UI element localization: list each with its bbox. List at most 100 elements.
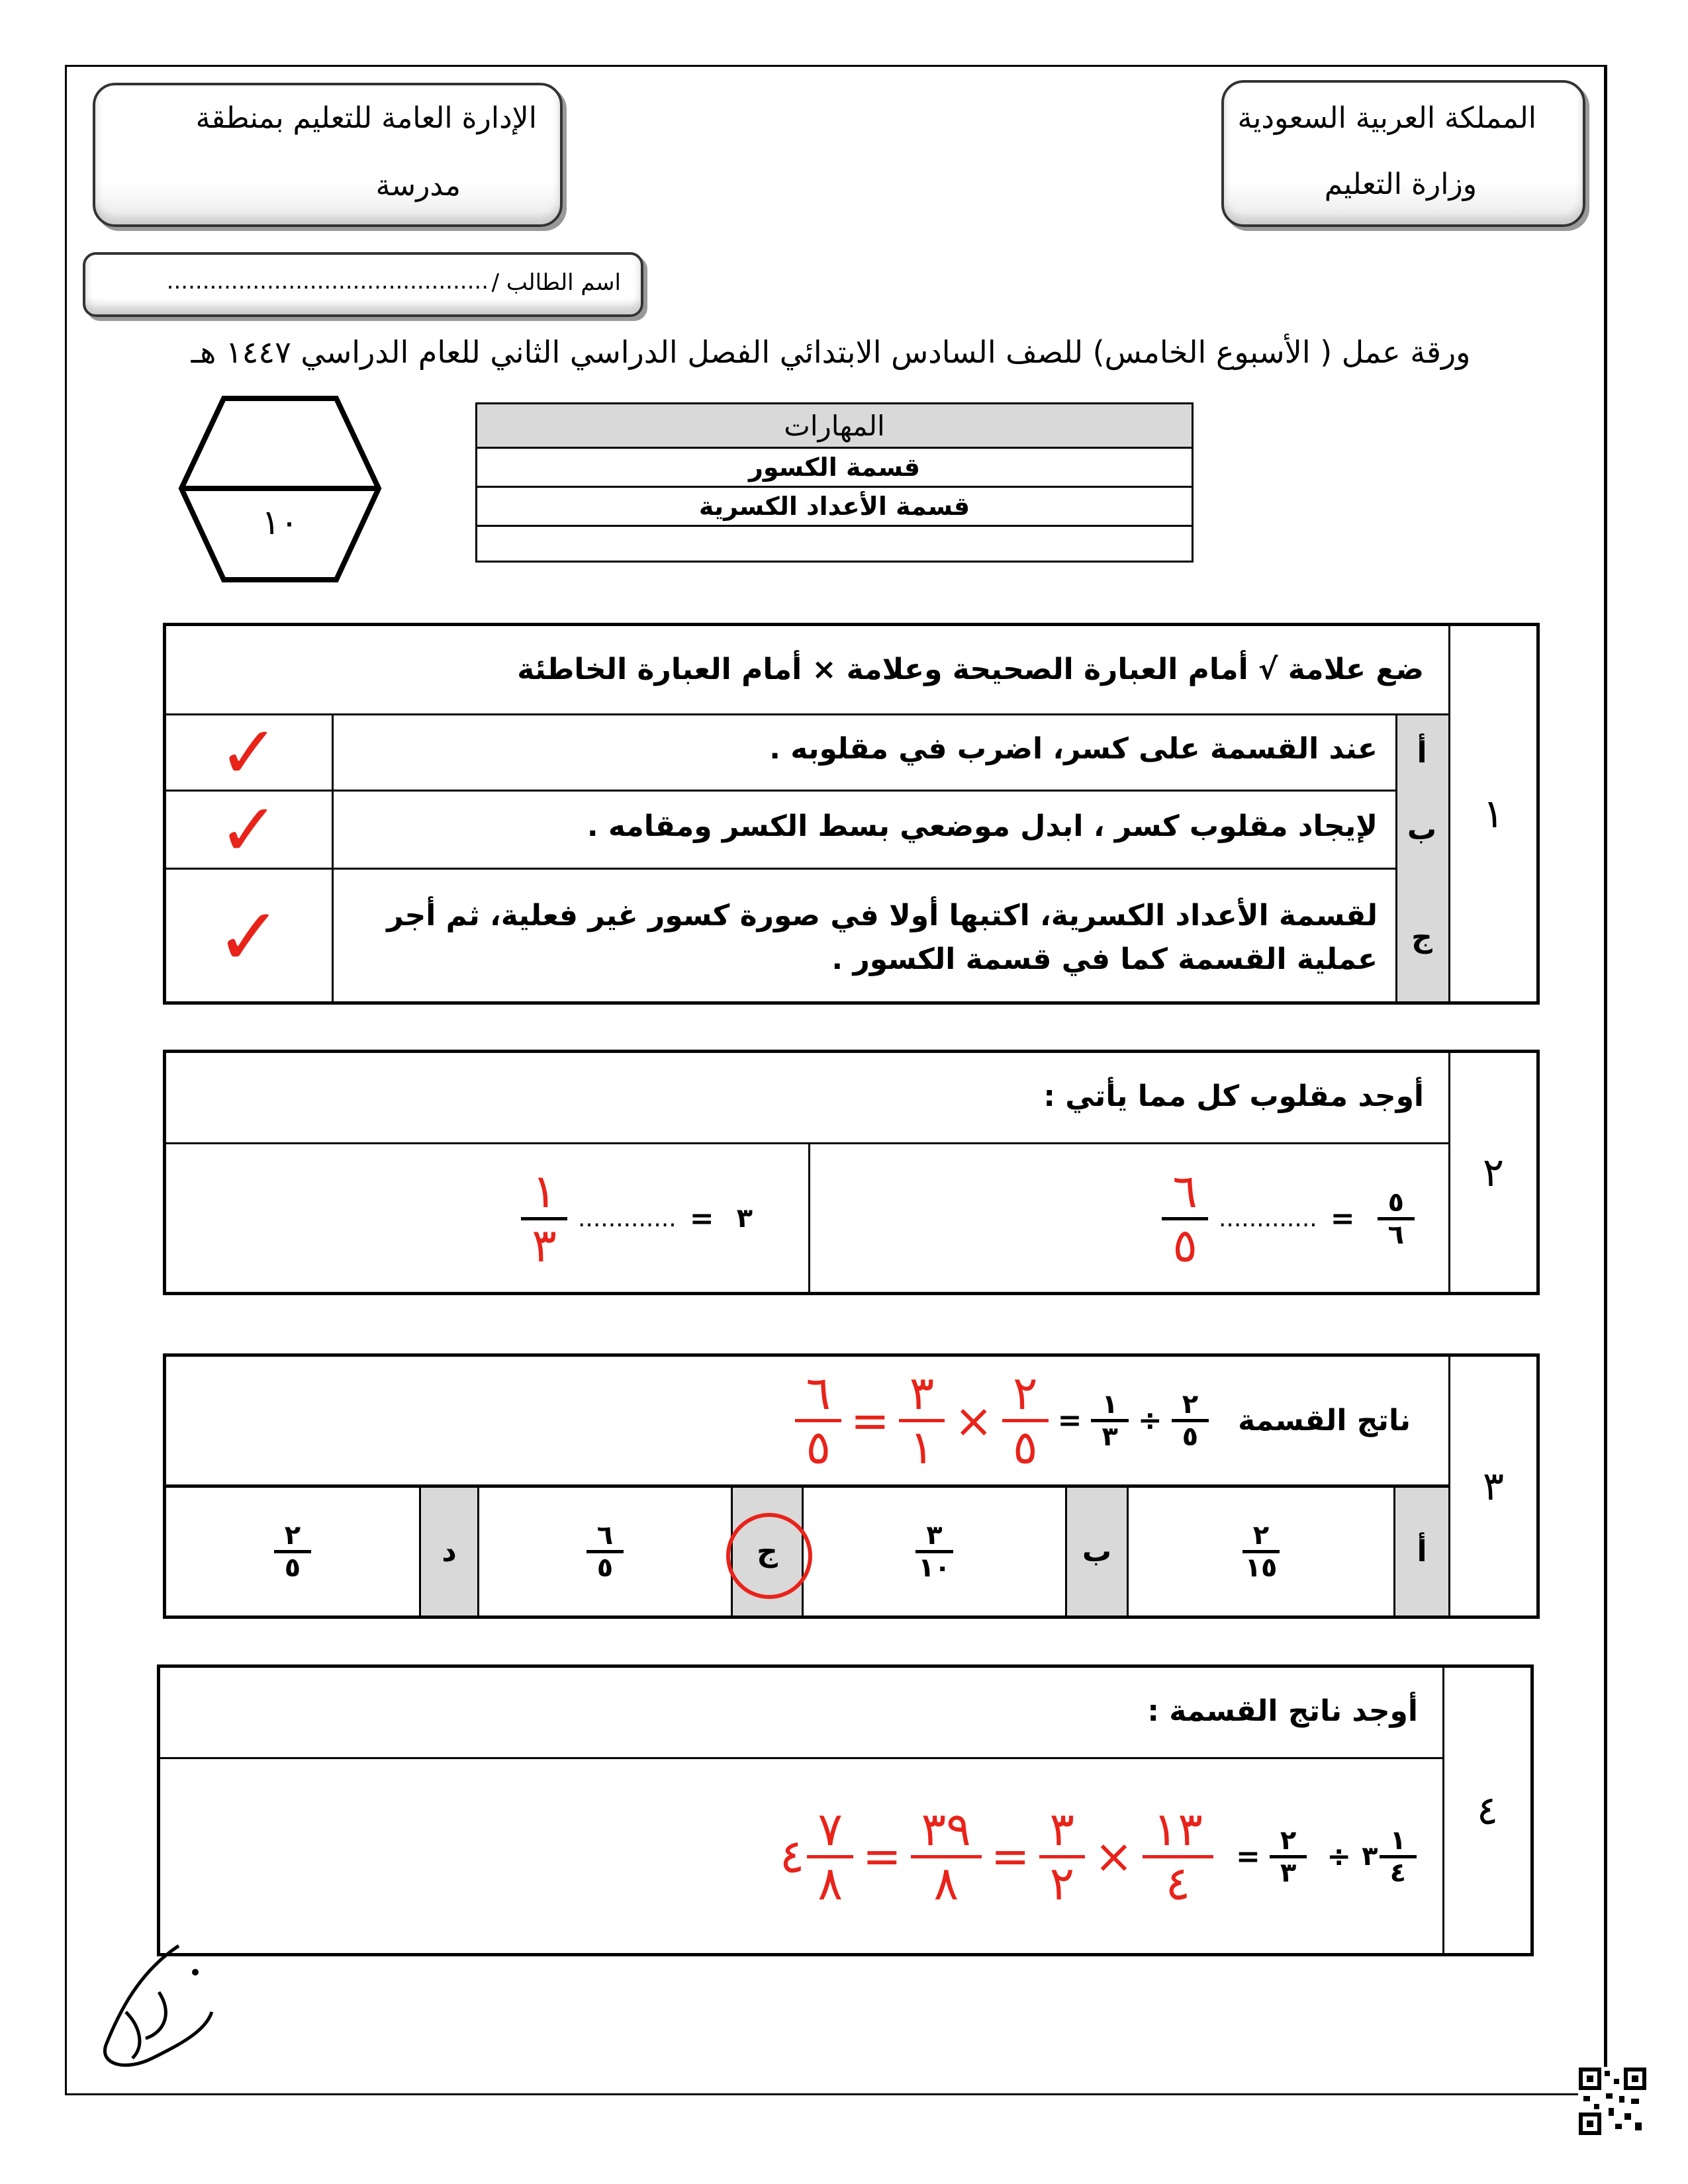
question-instruction: أوجد ناتج القسمة : — [1147, 1694, 1418, 1728]
text-span — [1624, 2113, 1631, 2120]
administration-text: الإدارة العامة للتعليم بمنطقة — [195, 101, 537, 135]
item-letter: ج — [1411, 920, 1432, 954]
text-span — [103, 1944, 214, 2067]
question-number: ٣ — [1482, 1463, 1505, 1510]
option-letter[interactable]: ب — [1065, 1488, 1129, 1615]
text-span: × — [954, 1393, 993, 1448]
student-name-box[interactable]: اسم الطالب / ...........................… — [83, 252, 643, 317]
numerator: ١ — [1379, 1826, 1417, 1858]
item-letter: ب — [1407, 813, 1437, 846]
question-instruction: أوجد مقلوب كل مما يأتي : — [1043, 1079, 1424, 1113]
worksheet-title: ورقة عمل ( الأسبوع الخامس) للصف السادس ا… — [191, 334, 1471, 370]
table-divider — [808, 1142, 810, 1292]
denominator: ١٠ — [918, 1553, 951, 1583]
administration-box: الإدارة العامة للتعليم بمنطقة مدرسة — [93, 83, 563, 227]
numerator: ١ — [521, 1165, 567, 1220]
table-divider — [332, 713, 334, 1001]
option-letter[interactable]: د — [419, 1488, 479, 1615]
student-name-field[interactable]: ........................................… — [166, 268, 489, 295]
text-span — [1614, 2079, 1619, 2084]
text-span — [1635, 2122, 1642, 2130]
question-number: ٢ — [1482, 1149, 1505, 1196]
option-letter[interactable]: ج — [726, 1488, 812, 1615]
question-1: ١ ضع علامة √ أمام العبارة الصحيحة وعلامة… — [163, 623, 1540, 1005]
table-divider — [160, 1757, 1444, 1759]
numerator: ٢ — [1002, 1368, 1049, 1422]
numerator: ١٣ — [1142, 1803, 1213, 1858]
skill-row: قسمة الكسور — [477, 449, 1192, 488]
table-divider — [1442, 1668, 1444, 1953]
numerator: ٢ — [273, 1521, 312, 1553]
score-value: ١٠ — [261, 503, 299, 543]
answer-dots: ............. — [577, 1205, 677, 1232]
text-span — [1395, 715, 1448, 1001]
ministry-text: وزارة التعليم — [1324, 167, 1477, 201]
school-text: مدرسة — [375, 169, 461, 203]
denominator: ٥ — [1182, 1422, 1199, 1452]
statement-text: عند القسمة على كسر، اضرب في مقلوبه . — [769, 732, 1378, 766]
statement-text: لقسمة الأعداد الكسرية، اكتبها أولا في صو… — [387, 899, 1378, 976]
denominator: ٥ — [1172, 1218, 1197, 1273]
denominator: ٥ — [596, 1553, 614, 1583]
equals-sign: = — [689, 1201, 714, 1236]
denominator: ٥ — [806, 1420, 831, 1475]
option-b[interactable]: ٣ ١٠ — [804, 1488, 1065, 1615]
numerator: ٢ — [1171, 1390, 1209, 1422]
student-name-label: اسم الطالب / — [491, 269, 621, 296]
kingdom-text: المملكة العربية السعودية — [1237, 101, 1536, 135]
skill-row — [477, 527, 1192, 563]
denominator: ٢ — [1049, 1856, 1075, 1911]
score-hexagon — [178, 396, 382, 582]
denominator: ٣ — [532, 1218, 557, 1273]
denominator: ٣ — [1102, 1422, 1118, 1452]
table-divider — [1448, 626, 1450, 1001]
item-letter: أ — [1417, 735, 1427, 770]
equals-sign: = — [1057, 1404, 1082, 1437]
option-letter[interactable]: أ — [1393, 1488, 1448, 1615]
text-span — [1631, 2099, 1639, 2104]
numerator: ١ — [1091, 1390, 1129, 1422]
option-a[interactable]: ٢ ١٥ — [1129, 1488, 1393, 1615]
ministry-box: المملكة العربية السعودية وزارة التعليم — [1221, 80, 1585, 227]
signature-logo — [103, 1944, 214, 2067]
divide-sign: ÷ — [1327, 1839, 1352, 1874]
qr-code — [1578, 2067, 1647, 2136]
fraction: ١٣ ٤ — [1142, 1803, 1213, 1909]
text-span — [1579, 2068, 1601, 2090]
denominator: ٦ — [1387, 1219, 1404, 1250]
table-divider — [166, 790, 1450, 792]
text-span — [1583, 2096, 1590, 2101]
numerator: ٣ — [898, 1368, 945, 1422]
denominator: ٣ — [1280, 1857, 1297, 1888]
check-mark-answer: ✓ — [218, 787, 280, 872]
question-number: ٤ — [1476, 1787, 1499, 1834]
check-mark-answer: ✓ — [218, 710, 280, 795]
text-span: = — [990, 1829, 1030, 1884]
fraction: ٣٩ ٨ — [910, 1803, 982, 1909]
skills-header: المهارات — [477, 404, 1192, 449]
numerator: ٣ — [915, 1521, 953, 1553]
whole-number: ٣ — [736, 1203, 753, 1234]
